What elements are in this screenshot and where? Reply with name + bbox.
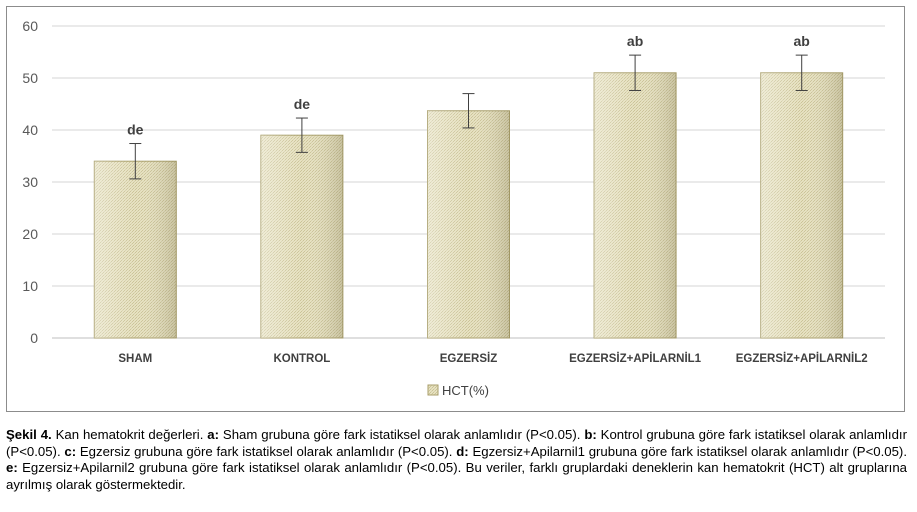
x-tick-label: KONTROL — [273, 353, 330, 365]
y-tick-label: 50 — [22, 70, 38, 86]
figure-caption: Şekil 4. Kan hematokrit değerleri. a: Sh… — [6, 427, 907, 493]
caption-text-a: Sham grubuna göre fark istatiksel olarak… — [219, 427, 585, 442]
legend-label: HCT(%) — [442, 383, 489, 398]
x-tick-label: EGZERSİZ+APİLARNİL1 — [569, 352, 702, 365]
significance-label: de — [294, 96, 311, 112]
x-tick-label: EGZERSİZ+APİLARNİL2 — [736, 352, 868, 365]
bar-chart: 0 10 20 30 40 50 60 de de ab ab SHAM KONTROL EGZERS… — [22, 18, 885, 398]
bar-shade — [260, 135, 343, 338]
y-tick-label: 20 — [22, 226, 38, 242]
x-tick-label: SHAM — [118, 353, 152, 365]
bars: de de ab ab — [93, 33, 844, 339]
y-tick-label: 0 — [30, 330, 38, 346]
y-tick-label: 30 — [22, 174, 38, 190]
caption-intro: Kan hematokrit değerleri. — [51, 427, 208, 442]
legend-swatch — [427, 384, 439, 396]
caption-text-b: Kontrol grubuna göre fark istatiksel ola… — [6, 427, 907, 459]
caption-key-d: d: — [456, 443, 469, 459]
bar-shade — [427, 110, 510, 338]
caption-key-b: b: — [584, 427, 597, 442]
caption-key-a: a: — [207, 427, 220, 442]
bar-shade — [94, 161, 177, 338]
caption-key-e: e: — [6, 460, 18, 475]
caption-text-c: Egzersiz grubuna göre fark istatiksel ol… — [76, 443, 457, 459]
caption-figure-label: Şekil 4. — [6, 427, 52, 442]
y-tick-label: 40 — [22, 122, 38, 138]
y-tick-label: 60 — [22, 18, 38, 34]
caption-text-d: Egzersiz+Apilarnil1 grubuna göre fark is… — [468, 443, 907, 459]
x-axis-labels: SHAM KONTROL EGZERSİZ EGZERSİZ+APİLARNİL1 EG… — [118, 352, 867, 365]
significance-label: de — [127, 122, 144, 138]
bar-shade — [760, 72, 843, 339]
legend: HCT(%) — [427, 383, 489, 398]
significance-label: ab — [794, 33, 810, 49]
significance-label: ab — [627, 33, 643, 49]
caption-key-c: c: — [64, 443, 77, 459]
x-tick-label: EGZERSİZ — [440, 352, 498, 365]
y-axis-ticks: 0 10 20 30 40 50 60 — [22, 18, 38, 346]
caption-tail: Bu veriler, farklı gruplardaki denekleri… — [6, 460, 907, 492]
caption-text-e: Egzersiz+Apilarnil2 grubuna göre fark is… — [17, 460, 462, 475]
bar-shade — [594, 72, 677, 339]
y-tick-label: 10 — [22, 278, 38, 294]
